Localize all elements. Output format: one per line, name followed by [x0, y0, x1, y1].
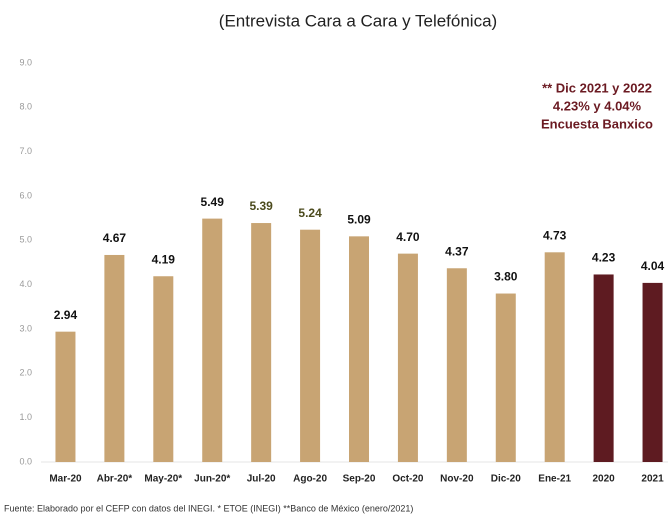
bar — [495, 293, 516, 462]
value-label: 5.39 — [249, 199, 273, 213]
bar — [300, 229, 321, 462]
x-tick-label: May-20* — [144, 474, 182, 485]
bar — [202, 218, 223, 462]
bar — [104, 254, 125, 462]
chart-title: (Entrevista Cara a Cara y Telefónica) — [219, 11, 497, 30]
x-tick-label: Ago-20 — [293, 474, 327, 485]
value-label: 4.73 — [543, 228, 567, 242]
value-label: 4.37 — [445, 244, 469, 258]
x-tick-label: Jun-20* — [194, 474, 230, 485]
value-label: 4.23 — [592, 251, 616, 265]
x-tick-label: Dic-20 — [491, 474, 521, 485]
y-tick-label: 4.0 — [19, 279, 32, 289]
y-tick-label: 5.0 — [19, 235, 32, 245]
x-tick-label: Nov-20 — [440, 474, 474, 485]
value-label: 4.67 — [103, 231, 127, 245]
y-tick-label: 9.0 — [19, 57, 32, 67]
y-tick-label: 8.0 — [19, 102, 32, 112]
bar — [55, 331, 76, 462]
value-label: 4.19 — [152, 252, 176, 266]
bar — [593, 274, 614, 462]
y-tick-label: 6.0 — [19, 190, 32, 200]
x-tick-label: Ene-21 — [538, 474, 571, 485]
footnote: Fuente: Elaborado por el CEFP con datos … — [4, 503, 413, 513]
y-tick-label: 0.0 — [19, 456, 32, 466]
x-tick-label: 2020 — [592, 474, 615, 485]
y-tick-label: 3.0 — [19, 323, 32, 333]
bar — [544, 252, 565, 462]
value-label: 4.70 — [396, 230, 420, 244]
bar — [397, 253, 418, 462]
value-label: 4.04 — [641, 259, 665, 273]
value-label: 5.24 — [298, 206, 322, 220]
y-tick-label: 2.0 — [19, 368, 32, 378]
x-tick-label: Abr-20* — [97, 474, 133, 485]
x-tick-label: Jul-20 — [247, 474, 276, 485]
bar — [349, 236, 369, 462]
bar — [642, 282, 663, 462]
bar — [446, 268, 467, 462]
value-label: 5.09 — [347, 213, 371, 227]
bar — [251, 223, 272, 462]
x-tick-label: 2021 — [641, 474, 664, 485]
y-tick-label: 7.0 — [19, 146, 32, 156]
value-label: 5.49 — [201, 195, 225, 209]
value-label: 3.80 — [494, 270, 518, 284]
annotation: ** Dic 2021 y 2022 — [542, 80, 652, 95]
x-tick-label: Sep-20 — [343, 474, 376, 485]
x-tick-label: Mar-20 — [49, 474, 82, 485]
value-label: 2.94 — [54, 308, 78, 322]
annotation: Encuesta Banxico — [541, 116, 653, 131]
x-tick-label: Oct-20 — [392, 474, 424, 485]
bar — [153, 276, 174, 462]
annotation: 4.23% y 4.04% — [553, 98, 642, 113]
y-tick-label: 1.0 — [19, 412, 32, 422]
